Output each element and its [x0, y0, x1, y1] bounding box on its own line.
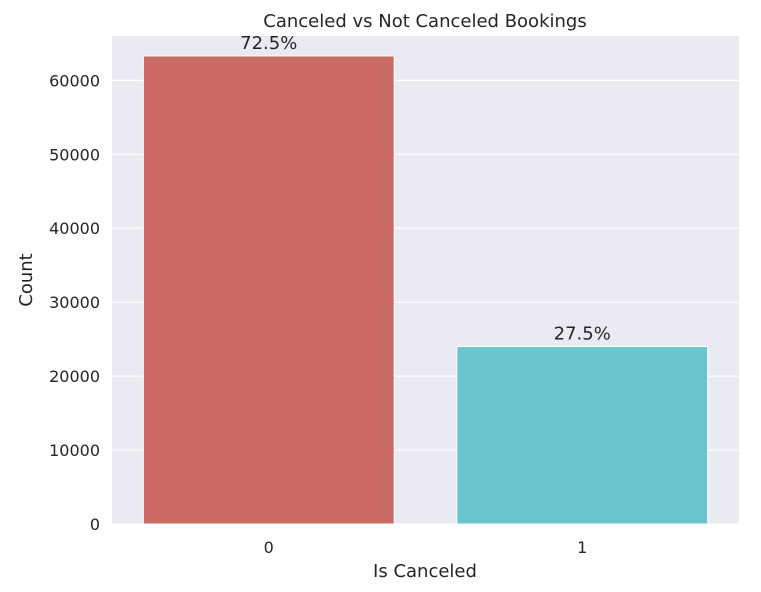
bar-1 [456, 346, 709, 525]
x-axis-label: Is Canceled [373, 561, 477, 582]
y-tick-labels: 0 10000 20000 30000 40000 50000 60000 [49, 71, 100, 534]
y-tick-label: 0 [90, 515, 100, 534]
y-tick-label: 10000 [49, 441, 100, 460]
y-tick-label: 30000 [49, 293, 100, 312]
bars [142, 55, 709, 525]
y-tick-label: 50000 [49, 145, 100, 164]
chart-title: Canceled vs Not Canceled Bookings [263, 11, 586, 32]
y-tick-label: 40000 [49, 219, 100, 238]
data-label: 72.5% [240, 33, 297, 54]
y-tick-label: 60000 [49, 71, 100, 90]
bar-0 [142, 55, 395, 525]
y-axis-label: Count [16, 253, 37, 306]
x-tick-label: 0 [264, 538, 274, 557]
data-labels: 72.5% 27.5% [240, 33, 611, 345]
data-label: 27.5% [554, 324, 611, 345]
y-tick-label: 20000 [49, 367, 100, 386]
x-tick-label: 1 [577, 538, 587, 557]
